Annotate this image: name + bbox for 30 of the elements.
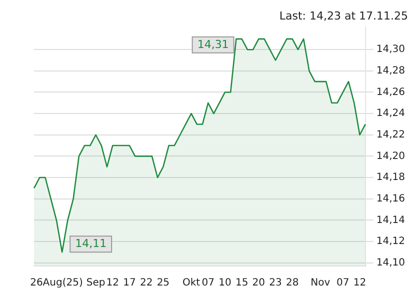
x-tick-label: Nov bbox=[310, 278, 330, 289]
y-tick-label: 14,16 bbox=[376, 193, 406, 204]
x-tick-label: 26Aug(25) bbox=[30, 278, 83, 289]
y-tick-label: 14,12 bbox=[376, 236, 406, 248]
x-tick-label: Okt bbox=[182, 278, 200, 289]
y-tick-label: 14,28 bbox=[376, 66, 406, 77]
annotation: 14,11 bbox=[75, 237, 107, 250]
y-tick-label: 14,20 bbox=[376, 150, 406, 162]
x-tick-label: 23 bbox=[269, 278, 282, 289]
annotation: 14,31 bbox=[197, 38, 229, 51]
y-tick-label: 14,26 bbox=[376, 86, 406, 98]
y-tick-label: 14,24 bbox=[376, 108, 406, 120]
x-tick-label: 12 bbox=[353, 278, 366, 289]
x-tick-label: 25 bbox=[156, 278, 170, 289]
y-tick-label: 14,14 bbox=[376, 214, 406, 226]
x-tick-label: 22 bbox=[140, 278, 153, 289]
x-tick-label: 17 bbox=[123, 278, 136, 289]
x-tick-label: 15 bbox=[235, 278, 248, 289]
x-tick-label: 12 bbox=[106, 278, 119, 289]
x-tick-label: 28 bbox=[286, 278, 299, 289]
x-tick-label: 07 bbox=[336, 278, 350, 289]
chart-title: Last: 14,23 at 17.11.25 bbox=[279, 9, 408, 22]
y-tick-label: 14,30 bbox=[376, 44, 406, 56]
y-tick-label: 14,18 bbox=[376, 172, 406, 184]
y-tick-label: 14,10 bbox=[376, 257, 406, 268]
x-tick-label: Sep bbox=[86, 278, 106, 289]
x-tick-label: 07 bbox=[202, 278, 214, 289]
x-tick-label: 10 bbox=[218, 278, 232, 289]
y-tick-label: 14,22 bbox=[376, 129, 406, 140]
x-tick-label: 20 bbox=[252, 278, 266, 289]
